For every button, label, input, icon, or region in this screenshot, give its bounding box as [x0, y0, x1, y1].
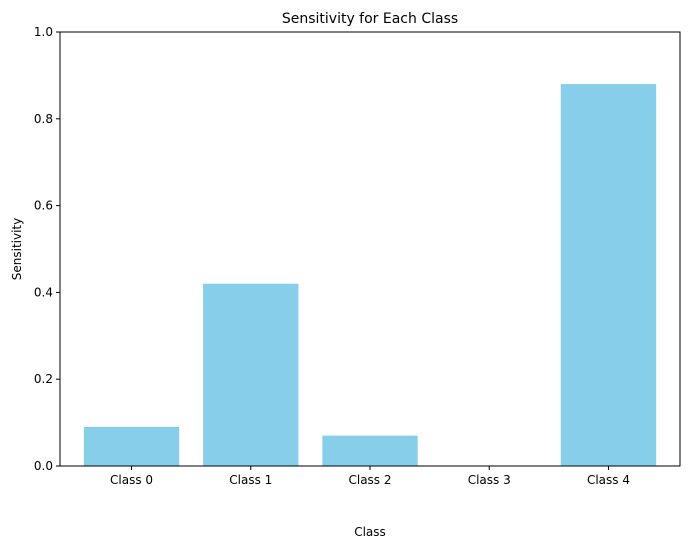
y-tick-label: 1.0 — [34, 25, 53, 39]
x-tick-label: Class 0 — [110, 473, 153, 487]
chart-title: Sensitivity for Each Class — [282, 11, 458, 27]
y-axis-label: Sensitivity — [10, 218, 24, 280]
x-axis-label: Class — [354, 525, 386, 539]
y-tick-label: 0.4 — [34, 285, 53, 299]
y-tick-label: 0.2 — [34, 372, 53, 386]
bar — [560, 84, 657, 466]
y-tick-label: 0.8 — [34, 112, 53, 126]
bar — [83, 426, 180, 466]
x-tick-label: Class 2 — [348, 473, 391, 487]
plot-frame — [59, 31, 681, 467]
y-tick-label: 0.6 — [34, 199, 53, 213]
y-axis-ticks: 0.0 0.2 0.4 0.6 0.8 1.0 — [34, 25, 60, 473]
bar — [203, 283, 299, 466]
y-tick-label: 0.0 — [34, 459, 53, 473]
x-tick-label: Class 4 — [587, 473, 630, 487]
bar — [322, 435, 418, 466]
x-axis-ticks: Class 0 Class 1 Class 2 Class 3 Class 4 — [110, 466, 630, 487]
x-tick-label: Class 1 — [229, 473, 272, 487]
x-tick-label: Class 3 — [468, 473, 511, 487]
bars-group — [83, 84, 657, 466]
